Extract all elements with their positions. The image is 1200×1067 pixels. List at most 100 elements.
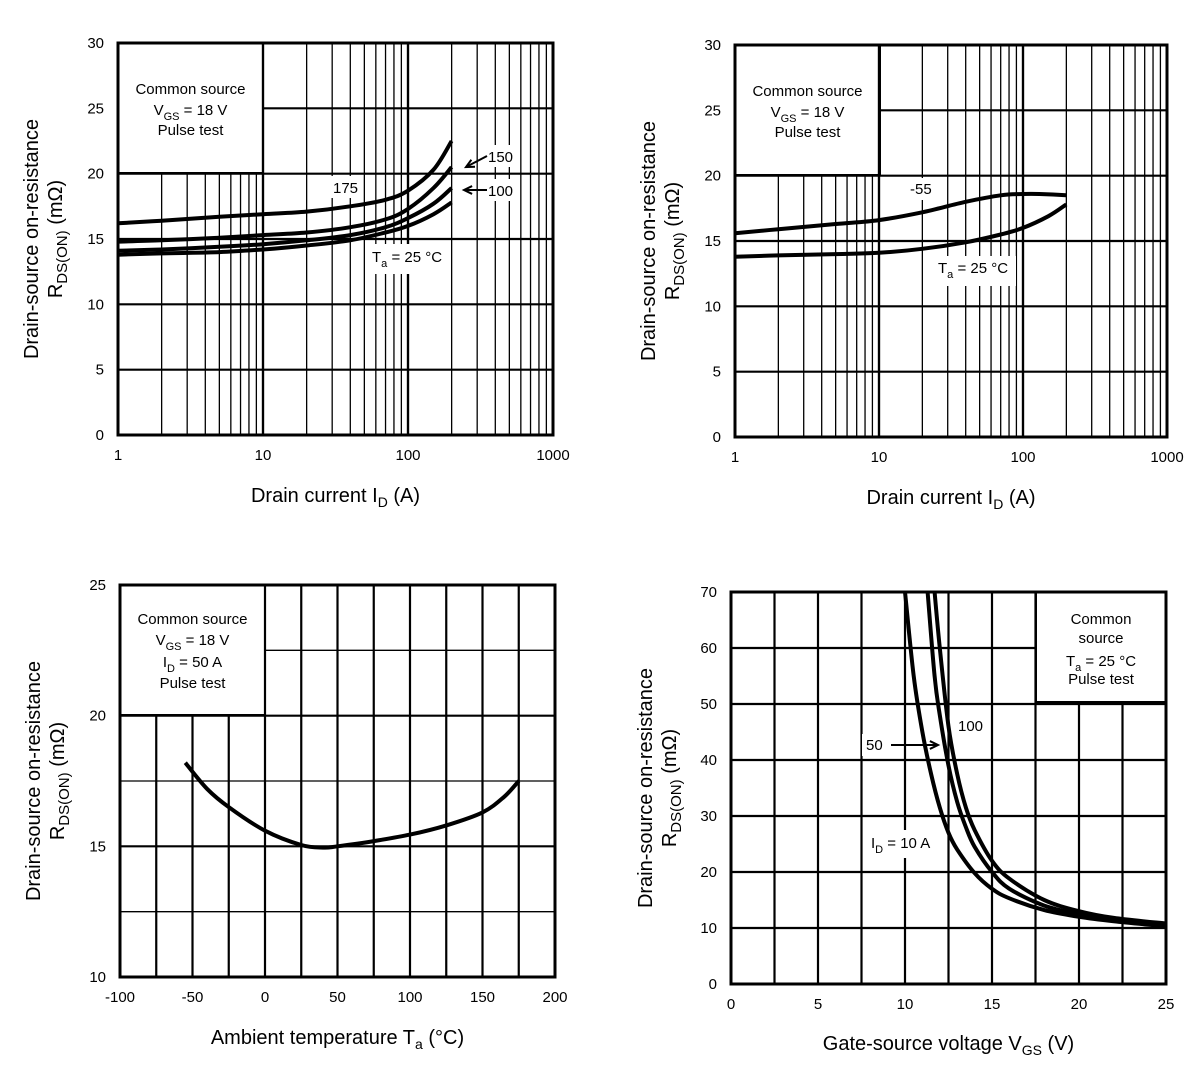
curve-annotation-sub: a [947,269,954,281]
y-axis-label-line2: RDS(ON) (mΩ) [45,180,71,298]
y-axis-label-line2-sub: DS(ON) [54,230,71,283]
legend-note-line-tail: = 18 V [796,104,844,121]
series-group [117,139,454,257]
curve-annotation: -55 [910,181,932,198]
y-axis-label-line2-main: R [45,284,67,298]
annotation-background [954,715,986,737]
curve-annotation: 175 [333,180,358,197]
legend-note-line-tail: = 50 A [175,654,222,671]
legend-note-line-tail: = 18 V [181,632,229,649]
annotation-background [906,178,936,200]
x-axis-label: Drain current ID (A) [251,485,420,510]
x-tick-label: 150 [470,989,495,1006]
annotation-arrowhead [929,740,941,750]
curve-annotation-main: T [372,249,381,266]
series-line-175 [117,139,454,226]
x-axis-label: Gate-source voltage VGS (V) [823,1033,1074,1058]
x-tick-label: 5 [814,996,822,1013]
y-tick-label: 10 [87,296,104,313]
annotation-background [486,179,516,201]
curve-annotation: ID = 10 A [871,835,930,856]
x-axis-label-main: Ambient temperature T [211,1027,415,1049]
y-tick-label: 10 [89,969,106,986]
chart-rds-vs-ambient-temperature: -100 -50 0 50 100 150 200 10 15 20 25 Ambient tempe… [23,577,568,1052]
series-line-10 [903,591,1167,929]
curve-annotation-main: T [938,260,947,277]
x-axis-label-main: Drain current I [251,485,378,507]
legend-note-line-main: Pulse test [1068,671,1135,688]
legend-note-line: Ta = 25 °C [1066,653,1136,674]
curve-annotation: 100 [488,183,513,200]
plot-frame [116,41,555,437]
y-axis-label-line2: RDS(ON) (mΩ) [47,722,73,840]
series-group [903,591,1167,929]
x-tick-label: 10 [255,447,272,464]
curve-annotation: 100 [958,718,983,735]
y-axis-label-line2: RDS(ON) (mΩ) [659,729,685,847]
x-axis-label-tail: (A) [1003,487,1035,509]
x-tick-label: 15 [984,996,1001,1013]
y-tick-label: 25 [89,577,106,594]
curve-annotation-tail: = 25 °C [387,249,442,266]
series-line-25 [117,200,453,257]
x-tick-label: 200 [542,989,567,1006]
series-line-id50a [183,761,521,850]
y-tick-label: 20 [89,708,106,725]
legend-note-line: Pulse test [1068,671,1135,688]
legend-note-line-main: Common source [137,611,247,628]
y-tick-label: 30 [87,35,104,52]
legend-note-line: Common source [137,611,247,628]
legend-note-line: Pulse test [158,122,225,139]
annotation-arrowhead [463,159,476,169]
x-tick-label: 1000 [536,447,569,464]
curve-annotation-tail: = 25 °C [953,260,1008,277]
x-axis-label-sub: D [993,496,1003,512]
series-line-25 [734,202,1068,259]
curve-annotation-sub: a [381,258,388,270]
y-axis-label-line1: Drain-source on-resistance [21,119,43,359]
legend-note-line-main: Pulse test [160,675,227,692]
curve-annotation: Ta = 25 °C [938,260,1008,281]
curve-annotation-main: 50 [866,737,883,754]
y-axis-label-line2-sub: DS(ON) [668,779,685,832]
x-tick-label: 1000 [1150,449,1183,466]
legend-note-line: Common [1071,611,1132,628]
x-tick-label: -50 [182,989,204,1006]
chart-rds-vs-gate-source-voltage: 0 5 10 15 20 25 0 10 20 30 40 50 60 70 Gate-source vol… [635,584,1174,1058]
chart-rds-vs-drain-current-low-temp: 1 10 100 1000 0 5 10 15 20 25 30 Drain current ID (… [638,37,1184,512]
x-tick-label: 100 [1010,449,1035,466]
y-axis-label-line1: Drain-source on-resistance [23,661,45,901]
x-tick-label: 10 [897,996,914,1013]
y-tick-label: 5 [713,364,721,381]
curve-annotation-main: 150 [488,149,513,166]
y-tick-label: 10 [704,298,721,315]
y-axis-label-line2-sub: DS(ON) [56,772,73,825]
legend-note-line-main: Common source [752,83,862,100]
curve-annotation-main: I [871,835,875,852]
curve-annotation-main: -55 [910,181,932,198]
y-tick-label: 15 [704,233,721,250]
legend-note-line-main: I [163,654,167,671]
legend-note-line: VGS = 18 V [154,102,228,123]
y-axis-label-line1: Drain-source on-resistance [638,121,660,361]
y-tick-label: 0 [709,976,717,993]
curve-annotation: 50 [866,737,883,754]
y-tick-label: 25 [704,102,721,119]
y-axis-label-line1: Drain-source on-resistance [635,668,657,908]
x-tick-label: 25 [1158,996,1175,1013]
y-tick-label: 20 [87,166,104,183]
x-tick-label: 20 [1071,996,1088,1013]
y-tick-label: 20 [704,168,721,185]
x-axis-label-main: Gate-source voltage V [823,1033,1023,1055]
x-axis-label: Drain current ID (A) [866,487,1035,512]
legend-note-line-main: Pulse test [158,122,225,139]
legend-note-line-main: Common [1071,611,1132,628]
plot-frame [118,583,557,979]
x-tick-label: 50 [329,989,346,1006]
legend-note-line-main: V [156,632,166,649]
y-tick-label: 15 [89,838,106,855]
curve-annotation-main: 175 [333,180,358,197]
x-tick-label: 1 [731,449,739,466]
y-tick-label: 60 [700,640,717,657]
